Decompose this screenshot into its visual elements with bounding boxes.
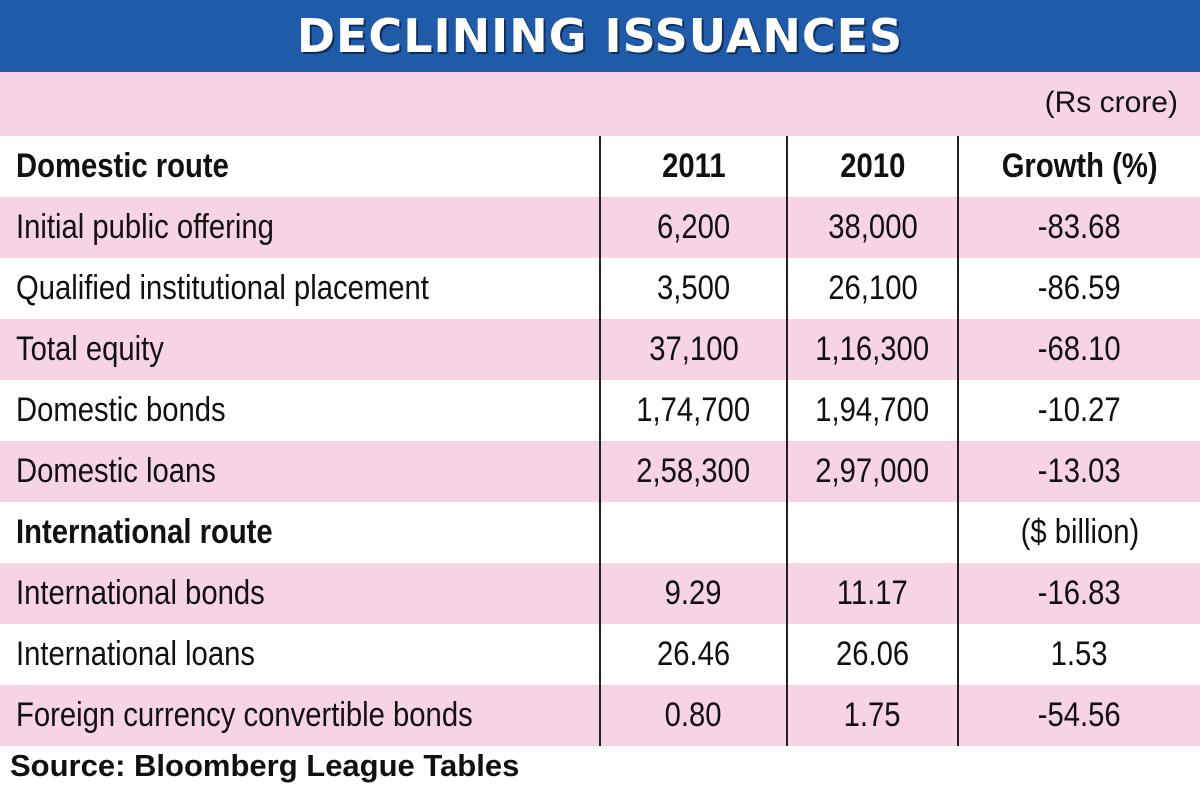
value-2011: 2,58,300 [599, 441, 787, 502]
title-banner: DECLINING ISSUANCES [0, 0, 1200, 72]
value-2010: 1.75 [786, 685, 958, 746]
value-growth: 1.53 [957, 624, 1200, 685]
value-2010: 38,000 [786, 197, 958, 258]
value-2010: 2,97,000 [786, 441, 958, 502]
value-2011: 26.46 [599, 624, 787, 685]
value-2010: 1,94,700 [786, 380, 958, 441]
value-2011: 1,74,700 [599, 380, 787, 441]
row-label: International loans [16, 635, 255, 673]
section-row: International route ($ billion) [0, 502, 1200, 563]
value-2011 [599, 502, 787, 563]
chart-title: DECLINING ISSUANCES [296, 9, 904, 63]
row-label: Foreign currency convertible bonds [16, 696, 473, 734]
unit-row: (Rs crore) [0, 72, 1200, 136]
table-row: International bonds 9.29 11.17 -16.83 [0, 563, 1200, 624]
value-growth: -86.59 [957, 258, 1200, 319]
row-label: Initial public offering [16, 208, 274, 246]
value-growth: -54.56 [957, 685, 1200, 746]
table-row: Domestic loans 2,58,300 2,97,000 -13.03 [0, 441, 1200, 502]
value-growth: -13.03 [957, 441, 1200, 502]
column-header: 2011 [599, 136, 787, 197]
section-label: International route [16, 513, 273, 551]
table-row: Total equity 37,100 1,16,300 -68.10 [0, 319, 1200, 380]
value-2011: 37,100 [599, 319, 787, 380]
value-growth: -10.27 [957, 380, 1200, 441]
value-growth: -68.10 [957, 319, 1200, 380]
unit-note: (Rs crore) [1044, 86, 1178, 119]
table-row: Domestic bonds 1,74,700 1,94,700 -10.27 [0, 380, 1200, 441]
value-2010: 26.06 [786, 624, 958, 685]
value-2010: 26,100 [786, 258, 958, 319]
table-body: Initial public offering 6,200 38,000 -83.68… [0, 197, 1200, 746]
issuance-table: Domestic route 2011 2010 Growth (%) Init… [0, 136, 1200, 746]
value-growth: -16.83 [957, 563, 1200, 624]
row-label: Qualified institutional placement [16, 269, 429, 307]
value-2010: 1,16,300 [786, 319, 958, 380]
value-2010: 11.17 [786, 563, 958, 624]
column-header: 2010 [786, 136, 958, 197]
column-header: Domestic route [16, 147, 229, 185]
table-row: Foreign currency convertible bonds 0.80 1.… [0, 685, 1200, 746]
row-label: Domestic loans [16, 452, 216, 490]
row-label: Domestic bonds [16, 391, 226, 429]
value-2011: 3,500 [599, 258, 787, 319]
column-header: Growth (%) [957, 136, 1200, 197]
row-label: International bonds [16, 574, 265, 612]
unit-note-usd: ($ billion) [957, 502, 1200, 563]
source-note: Source: Bloomberg League Tables [10, 748, 520, 783]
value-2011: 0.80 [599, 685, 787, 746]
value-2011: 6,200 [599, 197, 787, 258]
table-row: International loans 26.46 26.06 1.53 [0, 624, 1200, 685]
header-row: Domestic route 2011 2010 Growth (%) [0, 136, 1200, 197]
value-growth: -83.68 [957, 197, 1200, 258]
table-row: Initial public offering 6,200 38,000 -83.68 [0, 197, 1200, 258]
value-2011: 9.29 [599, 563, 787, 624]
row-label: Total equity [16, 330, 164, 368]
table-row: Qualified institutional placement 3,500 26… [0, 258, 1200, 319]
value-2010 [786, 502, 958, 563]
